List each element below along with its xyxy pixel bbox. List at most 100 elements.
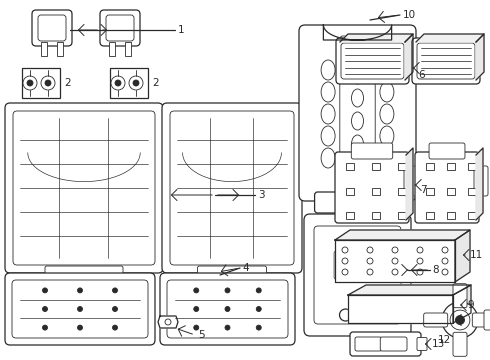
Polygon shape — [476, 148, 483, 220]
Circle shape — [194, 306, 199, 311]
Circle shape — [456, 315, 465, 324]
Text: 12: 12 — [438, 335, 451, 345]
Ellipse shape — [321, 126, 335, 146]
Polygon shape — [416, 34, 484, 42]
FancyBboxPatch shape — [315, 192, 400, 213]
Bar — [346, 163, 354, 170]
Circle shape — [225, 288, 230, 293]
Circle shape — [442, 302, 478, 338]
Polygon shape — [335, 230, 470, 240]
Circle shape — [77, 306, 82, 311]
FancyBboxPatch shape — [5, 103, 163, 273]
Polygon shape — [455, 230, 470, 282]
Circle shape — [45, 80, 51, 86]
Bar — [426, 212, 434, 219]
Text: 7: 7 — [420, 185, 427, 195]
Circle shape — [113, 306, 118, 311]
Circle shape — [340, 309, 351, 321]
Bar — [41, 42, 47, 56]
Polygon shape — [453, 285, 471, 323]
FancyBboxPatch shape — [38, 15, 66, 41]
Polygon shape — [348, 285, 471, 295]
FancyBboxPatch shape — [350, 332, 421, 356]
Polygon shape — [476, 34, 484, 80]
Bar — [346, 212, 354, 219]
Bar — [109, 42, 115, 56]
Polygon shape — [340, 34, 413, 42]
Bar — [468, 188, 476, 194]
Bar — [426, 188, 434, 194]
FancyBboxPatch shape — [299, 25, 416, 201]
FancyBboxPatch shape — [484, 310, 490, 330]
Circle shape — [256, 288, 261, 293]
Bar — [398, 188, 406, 194]
FancyBboxPatch shape — [5, 273, 155, 345]
Circle shape — [225, 325, 230, 330]
Text: 8: 8 — [432, 265, 439, 275]
Circle shape — [256, 306, 261, 311]
FancyBboxPatch shape — [429, 143, 465, 159]
Circle shape — [23, 76, 37, 90]
FancyBboxPatch shape — [336, 38, 409, 84]
FancyBboxPatch shape — [355, 337, 382, 351]
FancyBboxPatch shape — [304, 214, 411, 336]
Bar — [125, 42, 131, 56]
Ellipse shape — [351, 89, 364, 107]
FancyBboxPatch shape — [404, 166, 418, 196]
Circle shape — [194, 325, 199, 330]
FancyBboxPatch shape — [335, 152, 409, 223]
Circle shape — [41, 76, 55, 90]
Circle shape — [194, 288, 199, 293]
Ellipse shape — [380, 148, 394, 168]
FancyBboxPatch shape — [415, 152, 479, 223]
Bar — [346, 188, 354, 194]
FancyBboxPatch shape — [162, 103, 302, 273]
Circle shape — [225, 306, 230, 311]
Ellipse shape — [351, 135, 364, 153]
Text: 5: 5 — [198, 330, 205, 340]
Bar — [372, 163, 380, 170]
Bar — [398, 163, 406, 170]
Polygon shape — [348, 295, 453, 323]
Ellipse shape — [380, 82, 394, 102]
FancyBboxPatch shape — [412, 38, 480, 84]
Bar — [398, 212, 406, 219]
Bar — [468, 163, 476, 170]
FancyBboxPatch shape — [197, 266, 267, 282]
Polygon shape — [335, 240, 455, 282]
Circle shape — [27, 80, 33, 86]
Ellipse shape — [380, 104, 394, 124]
Bar — [372, 212, 380, 219]
Circle shape — [43, 288, 48, 293]
Ellipse shape — [351, 66, 364, 84]
Polygon shape — [405, 34, 413, 80]
FancyBboxPatch shape — [472, 313, 490, 327]
Circle shape — [129, 76, 143, 90]
Bar — [361, 256, 371, 274]
Ellipse shape — [321, 148, 335, 168]
Circle shape — [450, 310, 470, 330]
Ellipse shape — [380, 60, 394, 80]
FancyBboxPatch shape — [453, 284, 467, 308]
FancyBboxPatch shape — [474, 166, 488, 196]
Bar — [426, 163, 434, 170]
Ellipse shape — [321, 60, 335, 80]
Text: 1: 1 — [178, 25, 185, 35]
FancyBboxPatch shape — [45, 266, 123, 282]
Text: 13: 13 — [432, 339, 445, 349]
Circle shape — [364, 309, 375, 321]
FancyBboxPatch shape — [380, 337, 407, 351]
Circle shape — [77, 288, 82, 293]
Bar — [344, 256, 354, 274]
FancyBboxPatch shape — [32, 10, 72, 46]
Bar — [468, 212, 476, 219]
FancyBboxPatch shape — [100, 10, 140, 46]
Bar — [447, 163, 455, 170]
Text: 6: 6 — [418, 70, 425, 80]
Ellipse shape — [321, 104, 335, 124]
FancyBboxPatch shape — [453, 332, 467, 356]
Circle shape — [77, 325, 82, 330]
Text: 4: 4 — [242, 263, 248, 273]
Polygon shape — [323, 25, 392, 40]
Bar — [22, 68, 60, 98]
